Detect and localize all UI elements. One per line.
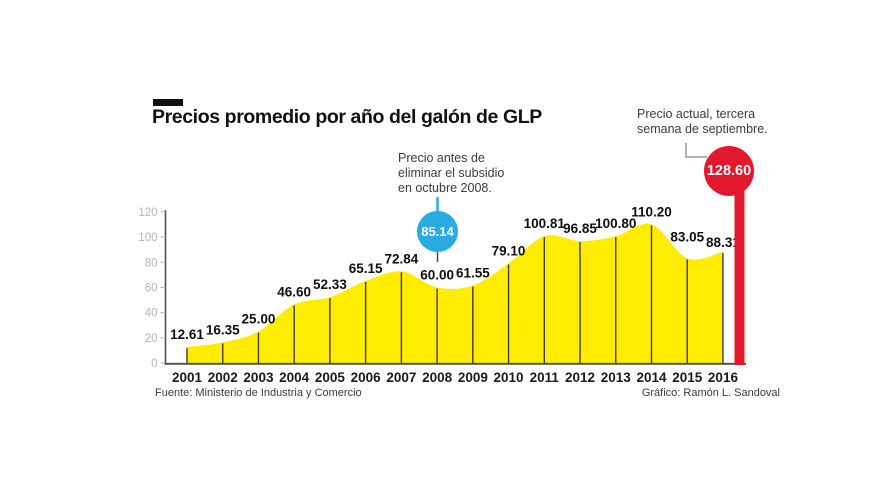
annotation-current-line: Precio actual, tercera: [637, 107, 756, 121]
y-axis-tick-label: 80: [145, 257, 158, 269]
annotation-subsidy: Precio antes de eliminar el subsidio en …: [398, 151, 504, 196]
value-label: 46.60: [277, 284, 311, 299]
value-label: 110.20: [631, 204, 672, 219]
current-annotation-connector: [685, 143, 707, 158]
page-title: Precios promedio por año del galón de GL…: [152, 106, 542, 128]
value-label: 52.33: [313, 277, 347, 292]
y-axis-tick-label: 20: [145, 333, 158, 345]
value-label: 25.00: [242, 312, 276, 327]
year-label: 2008: [422, 370, 453, 385]
value-label: 60.00: [420, 268, 454, 283]
year-label: 2012: [565, 370, 595, 385]
annotation-subsidy-line: Precio antes de: [398, 151, 485, 165]
area-shape: [187, 223, 723, 363]
title-dash: [153, 99, 183, 106]
source-note: Fuente: Ministerio de Industria y Comerc…: [155, 387, 362, 399]
y-axis-tick-label: 100: [138, 232, 157, 244]
year-label: 2002: [208, 370, 238, 385]
credit-note: Gráfico: Ramón L. Sandoval: [641, 387, 780, 399]
y-axis-tick-label: 120: [138, 207, 157, 219]
value-label: 65.15: [349, 261, 383, 276]
year-label: 2013: [601, 370, 632, 385]
year-label: 2010: [494, 370, 524, 385]
current-price-value: 128.60: [706, 163, 752, 179]
y-axis-tick-label: 60: [145, 283, 158, 295]
year-label: 2004: [279, 370, 310, 385]
year-label: 2015: [672, 370, 703, 385]
value-label: 96.85: [563, 221, 597, 236]
subsidy-price-bubble: 85.14: [417, 211, 458, 252]
value-label: 83.05: [670, 229, 704, 244]
year-label: 2007: [386, 370, 416, 385]
value-label: 88.31: [706, 235, 740, 250]
year-label: 2005: [315, 370, 346, 385]
value-label: 72.84: [384, 251, 418, 266]
value-label: 100.81: [524, 216, 566, 231]
annotation-current-line: semana de septiembre.: [637, 122, 768, 136]
y-axis-tick-label: 40: [145, 308, 158, 320]
current-price-bubble: 128.60: [704, 146, 754, 196]
year-label: 2011: [530, 370, 560, 385]
annotation-subsidy-line: eliminar el subsidio: [398, 166, 505, 180]
subsidy-price-value: 85.14: [421, 224, 454, 239]
year-label: 2016: [708, 370, 739, 385]
year-label: 2009: [458, 370, 488, 385]
value-label: 61.55: [456, 266, 490, 281]
year-label: 2014: [636, 370, 667, 385]
value-label: 12.61: [170, 327, 204, 342]
value-label: 79.10: [492, 243, 526, 258]
year-label: 2001: [172, 370, 203, 385]
year-label: 2006: [351, 370, 382, 385]
annotation-subsidy-line: en octubre 2008.: [398, 181, 492, 195]
year-label: 2003: [243, 370, 274, 385]
current-price-bar: [734, 180, 745, 365]
value-label: 100.80: [595, 216, 636, 231]
annotation-current: Precio actual, tercera semana de septiem…: [637, 107, 768, 137]
value-label: 16.35: [206, 322, 240, 337]
y-axis-tick-label: 0: [151, 358, 157, 370]
